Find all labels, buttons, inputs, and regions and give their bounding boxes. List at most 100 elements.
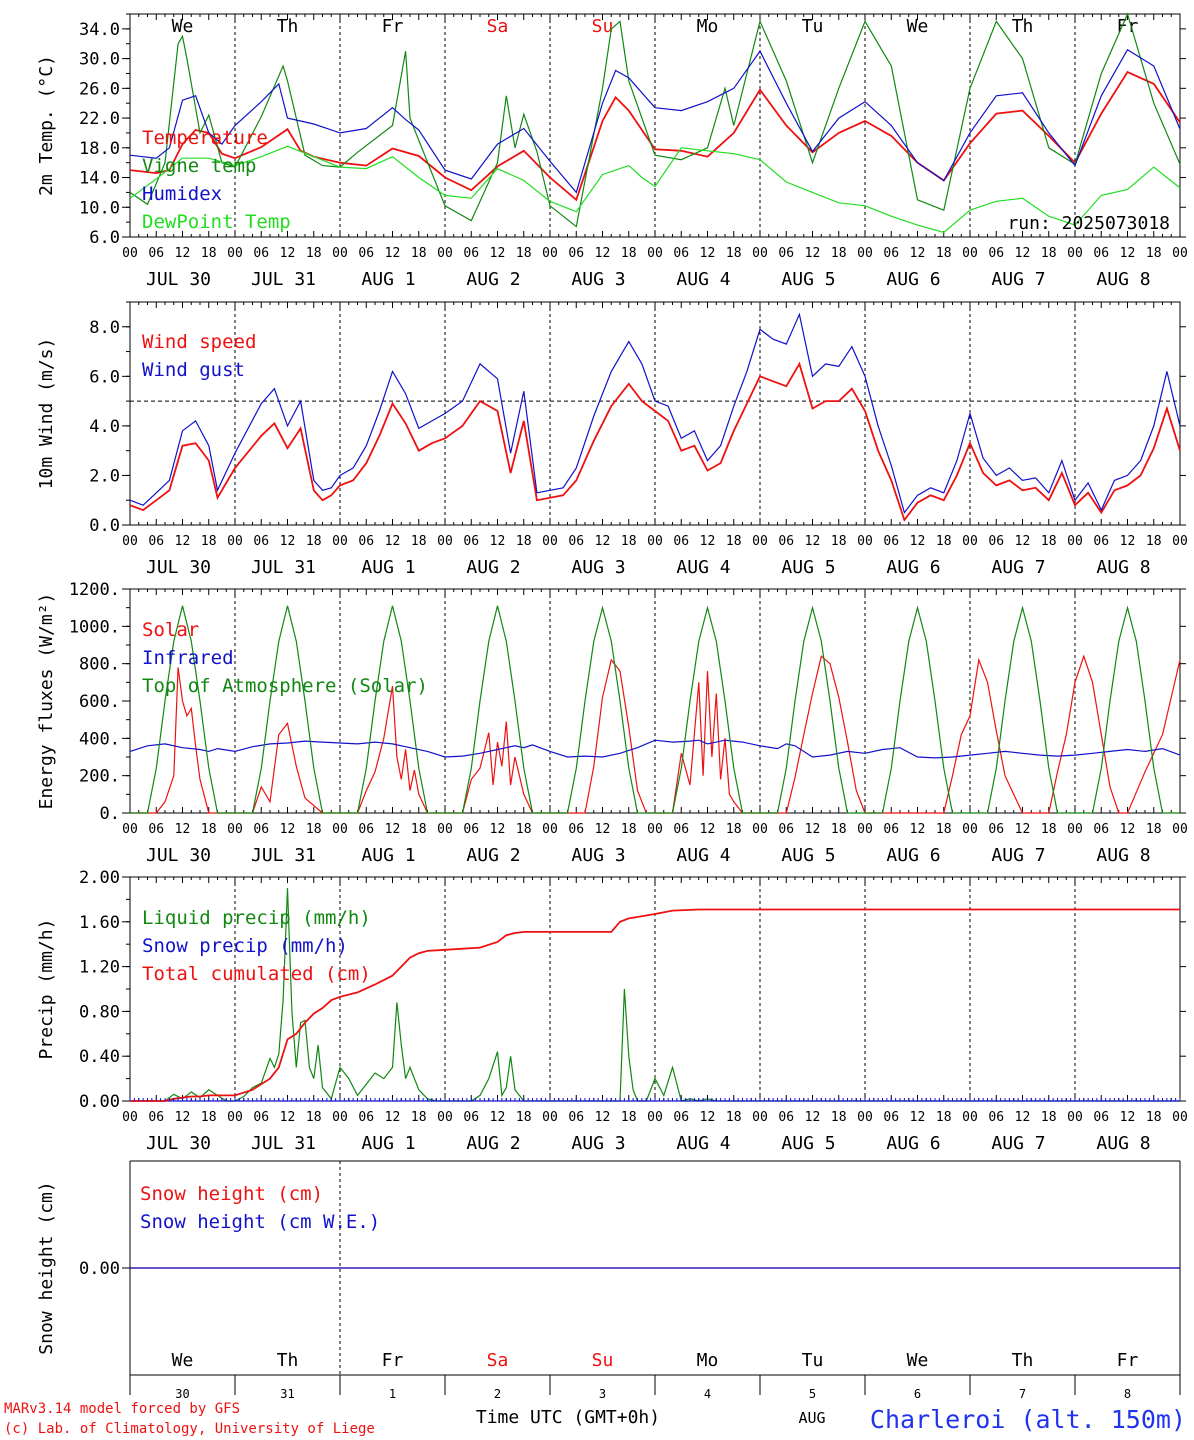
x-hour-label: 00 <box>122 822 138 837</box>
x-hour-label: 18 <box>936 1110 952 1125</box>
y-tick-label: 0.0 <box>89 516 120 536</box>
x-hour-label: 06 <box>1093 1110 1109 1125</box>
series-line-red <box>130 654 1181 814</box>
x-hour-label: 06 <box>1093 246 1109 261</box>
legend-entry: Total cumulated (cm) <box>142 963 371 985</box>
y-tick-label: 400. <box>79 729 120 749</box>
y-tick-label: 600. <box>79 692 120 712</box>
x-hour-label: 12 <box>910 1110 926 1125</box>
x-hour-label: 06 <box>463 1110 479 1125</box>
x-date-label: AUG 8 <box>1096 557 1150 578</box>
x-hour-label: 12 <box>490 1110 506 1125</box>
x-hour-label: 00 <box>647 822 663 837</box>
panel-1: 6.0 10.0 14.0 18.0 22.0 26.0 30.0 34.0 2m Temp. … <box>36 12 1188 290</box>
x-hour-label: 00 <box>542 822 558 837</box>
plot-frame <box>129 301 1181 526</box>
series-line-blue <box>129 312 1181 514</box>
x-hour-label: 18 <box>1041 822 1057 837</box>
x-hour-label: 12 <box>910 822 926 837</box>
x-hour-label: 06 <box>148 1110 164 1125</box>
x-hour-label: 12 <box>1120 1110 1136 1125</box>
x-date-label: AUG 8 <box>1096 1133 1150 1154</box>
y-tick-label: 22.0 <box>79 109 120 129</box>
legend-entry: Snow height (cm W.E.) <box>140 1211 380 1233</box>
series-line-lightgreen <box>129 145 1181 234</box>
legend-entry: Snow precip (mm/h) <box>142 935 348 957</box>
x-hour-label: 06 <box>778 1110 794 1125</box>
x-hour-label: 06 <box>463 246 479 261</box>
legend-entry: Humidex <box>142 183 222 205</box>
x-hour-label: 12 <box>490 534 506 549</box>
x-hour-label: 12 <box>1120 246 1136 261</box>
x-date-label: AUG 6 <box>886 557 940 578</box>
y-axis-label: 10m Wind (m/s) <box>36 338 57 490</box>
x-hour-label: 06 <box>463 534 479 549</box>
x-hour-label: 06 <box>778 822 794 837</box>
x-hour-label: 06 <box>148 822 164 837</box>
x-hour-label: 06 <box>463 822 479 837</box>
day-number-label: 6 <box>914 1387 921 1401</box>
x-hour-label: 18 <box>516 1110 532 1125</box>
x-hour-label: 00 <box>1067 534 1083 549</box>
panel-4: 0.00 0.40 0.80 1.20 1.60 2.00 Precip (mm/h) 00 0… <box>36 868 1188 1154</box>
x-date-label: JUL 31 <box>251 557 316 578</box>
x-hour-label: 06 <box>568 1110 584 1125</box>
x-hour-label: 18 <box>516 822 532 837</box>
x-date-label: AUG 5 <box>781 1133 835 1154</box>
y-tick-label: 0.00 <box>79 1092 120 1112</box>
day-abbrev-label: Mo <box>697 16 719 37</box>
day-abbrev-label: Mo <box>697 1350 719 1371</box>
x-date-label: AUG 4 <box>676 269 730 290</box>
day-abbrev-label: Su <box>592 1350 614 1371</box>
x-hour-label: 18 <box>936 534 952 549</box>
x-hour-label: 18 <box>411 246 427 261</box>
y-tick-label: 0.40 <box>79 1047 120 1067</box>
x-hour-label: 18 <box>726 822 742 837</box>
legend-entry: Snow height (cm) <box>140 1183 323 1205</box>
x-hour-label: 18 <box>726 246 742 261</box>
x-hour-label: 12 <box>910 246 926 261</box>
x-hour-label: 00 <box>122 534 138 549</box>
x-hour-label: 12 <box>385 246 401 261</box>
x-date-label: AUG 7 <box>991 557 1045 578</box>
y-tick-label: 2.00 <box>79 868 120 888</box>
x-hour-label: 12 <box>595 246 611 261</box>
x-hour-label: 18 <box>411 534 427 549</box>
x-date-label: AUG 6 <box>886 1133 940 1154</box>
x-hour-label: 12 <box>1120 822 1136 837</box>
x-date-label: JUL 30 <box>146 1133 211 1154</box>
x-hour-label: 12 <box>175 1110 191 1125</box>
x-hour-label: 06 <box>358 534 374 549</box>
x-hour-label: 00 <box>857 534 873 549</box>
day-abbrev-label: Su <box>592 16 614 37</box>
legend-entry: Vigne temp <box>142 155 256 177</box>
x-hour-label: 18 <box>411 822 427 837</box>
x-hour-label: 00 <box>122 1110 138 1125</box>
x-hour-label: 06 <box>883 1110 899 1125</box>
x-hour-label: 12 <box>1015 534 1031 549</box>
x-hour-label: 18 <box>621 246 637 261</box>
x-hour-label: 00 <box>542 246 558 261</box>
x-hour-label: 18 <box>621 822 637 837</box>
x-hour-label: 00 <box>227 534 243 549</box>
x-hour-label: 12 <box>805 822 821 837</box>
day-number-label: 2 <box>494 1387 501 1401</box>
day-abbrev-label: Fr <box>1117 1350 1139 1371</box>
legend-entry: Wind gust <box>142 359 245 381</box>
x-hour-label: 00 <box>752 822 768 837</box>
footer-model-line: MARv3.14 model forced by GFS <box>4 1401 240 1417</box>
x-hour-label: 12 <box>385 822 401 837</box>
x-date-label: AUG 5 <box>781 845 835 866</box>
x-hour-label: 06 <box>883 246 899 261</box>
x-hour-label: 18 <box>411 1110 427 1125</box>
x-date-label: AUG 2 <box>466 557 520 578</box>
x-hour-label: 00 <box>962 822 978 837</box>
x-hour-label: 06 <box>568 822 584 837</box>
y-tick-label: 1200. <box>69 580 120 600</box>
x-hour-label: 00 <box>647 534 663 549</box>
x-hour-label: 00 <box>962 246 978 261</box>
x-hour-label: 18 <box>936 822 952 837</box>
y-tick-label: 200. <box>79 767 120 787</box>
x-date-label: AUG 1 <box>361 845 415 866</box>
